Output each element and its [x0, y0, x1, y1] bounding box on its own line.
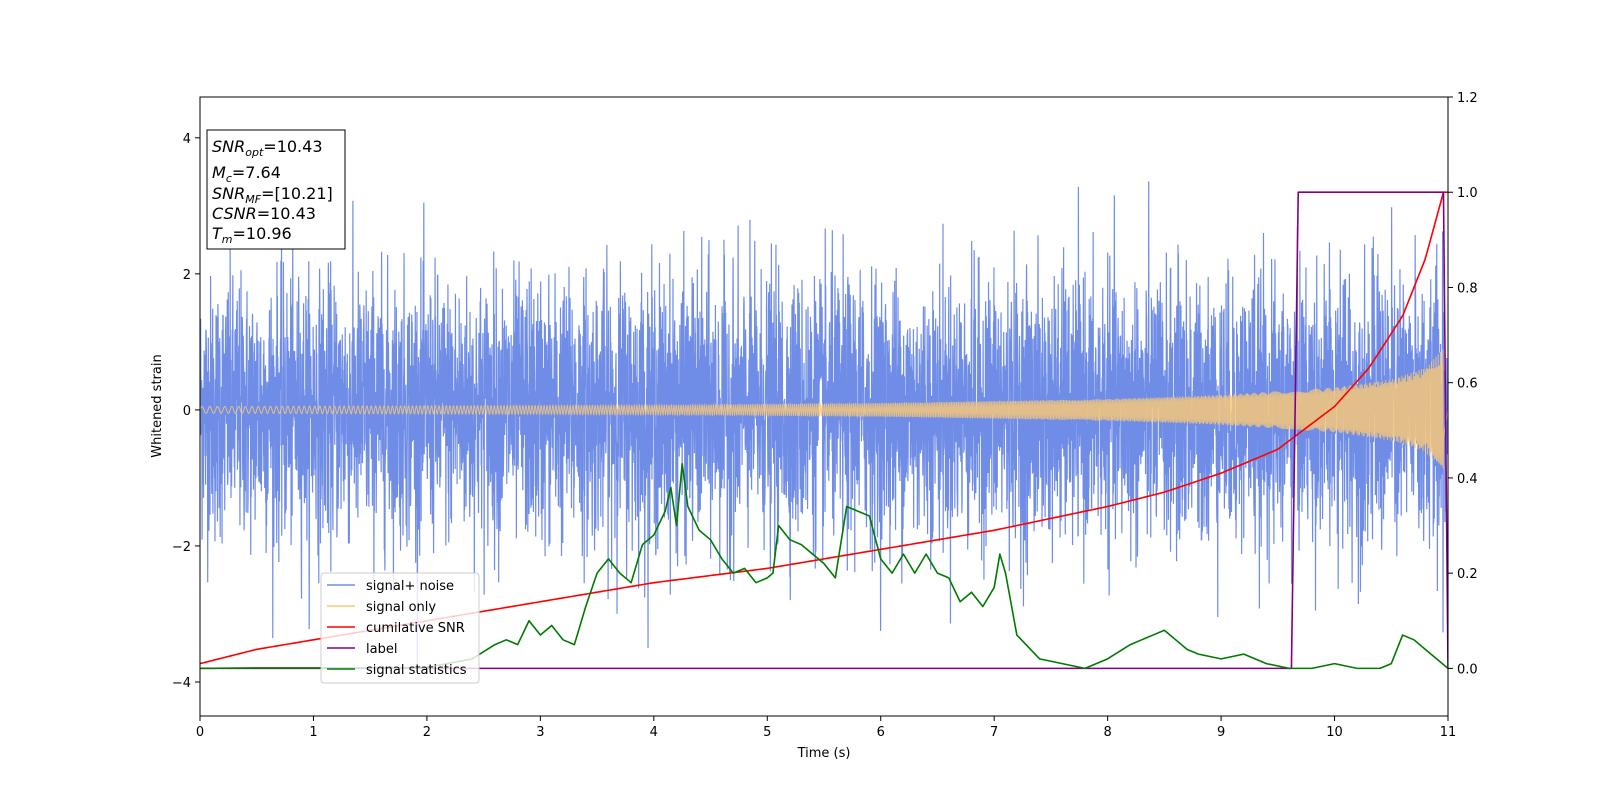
y-tick-label-right: 0.8 [1457, 281, 1478, 296]
x-tick-label: 2 [423, 725, 431, 740]
series-label [200, 191, 1448, 670]
annotation-symbol: CSNR [212, 204, 257, 223]
y-tick-label-right: 0.2 [1457, 567, 1478, 582]
y-tick-label-left: 0 [183, 404, 191, 419]
legend-frame [320, 572, 480, 684]
y-tick-label-left: −4 [172, 676, 191, 691]
y-tick-label-right: 0.6 [1457, 377, 1478, 392]
x-axis-label: Time (s) [797, 746, 851, 761]
x-tick-label: 1 [309, 725, 317, 740]
annotation-symbol: T [212, 224, 223, 243]
series-signal-statistics [200, 462, 1448, 670]
y-tick-label-right: 1.2 [1457, 91, 1478, 106]
x-tick-label: 3 [536, 725, 544, 740]
y-axis-label: Whitened strain [150, 354, 165, 457]
legend-entry: signal statistics [366, 663, 467, 678]
annotation-value: =10.96 [233, 224, 292, 243]
y-axis-right: 0.0 0.2 0.4 0.6 0.8 1.0 1.2 [1448, 91, 1478, 677]
y-tick-label-right: 0.0 [1457, 662, 1478, 677]
annotation-subscript: m [222, 233, 233, 246]
annotation-symbol: SNR [212, 137, 245, 156]
annotation-line: SNRopt=10.43 [212, 137, 323, 159]
y-tick-label-right: 1.0 [1457, 186, 1478, 201]
annotation-value: =10.43 [257, 204, 316, 223]
annotation-frame [206, 129, 346, 250]
y-tick-label-right: 0.4 [1457, 472, 1478, 487]
x-tick-label: 10 [1326, 725, 1343, 740]
y-tick-label-left: −2 [172, 540, 191, 555]
y-tick-label-left: 4 [183, 132, 191, 147]
x-tick-label: 11 [1440, 725, 1457, 740]
annotation-line: SNRMF=[10.21] [212, 184, 333, 206]
x-tick-label: 5 [763, 725, 771, 740]
y-axis-left: −4 −2 0 2 4 [172, 132, 200, 691]
legend-entry: cumilative SNR [366, 621, 465, 636]
legend-entry: signal only [366, 600, 436, 615]
x-tick-label: 0 [196, 725, 204, 740]
annotation-symbol: M [212, 163, 226, 182]
annotation-subscript: c [226, 172, 232, 185]
legend-entry: label [366, 642, 397, 657]
x-tick-label: 6 [877, 725, 885, 740]
series-signal-only [200, 349, 1448, 469]
annotation-value: =7.64 [232, 163, 281, 182]
annotation-value: =[10.21] [261, 184, 333, 203]
x-tick-label: 8 [1103, 725, 1111, 740]
y-tick-label-left: 2 [183, 268, 191, 283]
series-signal-noise [200, 181, 1448, 673]
annotation-subscript: opt [245, 146, 264, 159]
x-tick-label: 9 [1217, 725, 1225, 740]
annotation-line: Tm=10.96 [212, 224, 292, 246]
annotation-line: Mc=7.64 [212, 163, 281, 185]
annotation-box: SNRopt=10.43Mc=7.64SNRMF=[10.21]CSNR=10.… [206, 129, 346, 250]
plot-frame [199, 96, 1449, 717]
legend: signal+ noise signal only cumilative SNR la… [320, 572, 480, 684]
annotation-subscript: MF [245, 193, 261, 206]
annotation-symbol: SNR [212, 184, 245, 203]
x-tick-label: 4 [650, 725, 658, 740]
x-tick-label: 7 [990, 725, 998, 740]
legend-entry: signal+ noise [366, 579, 454, 594]
annotation-line: CSNR=10.43 [212, 204, 316, 223]
x-axis: 0 1 2 3 4 5 6 7 8 9 10 11 [196, 716, 1456, 740]
annotation-value: =10.43 [263, 137, 322, 156]
